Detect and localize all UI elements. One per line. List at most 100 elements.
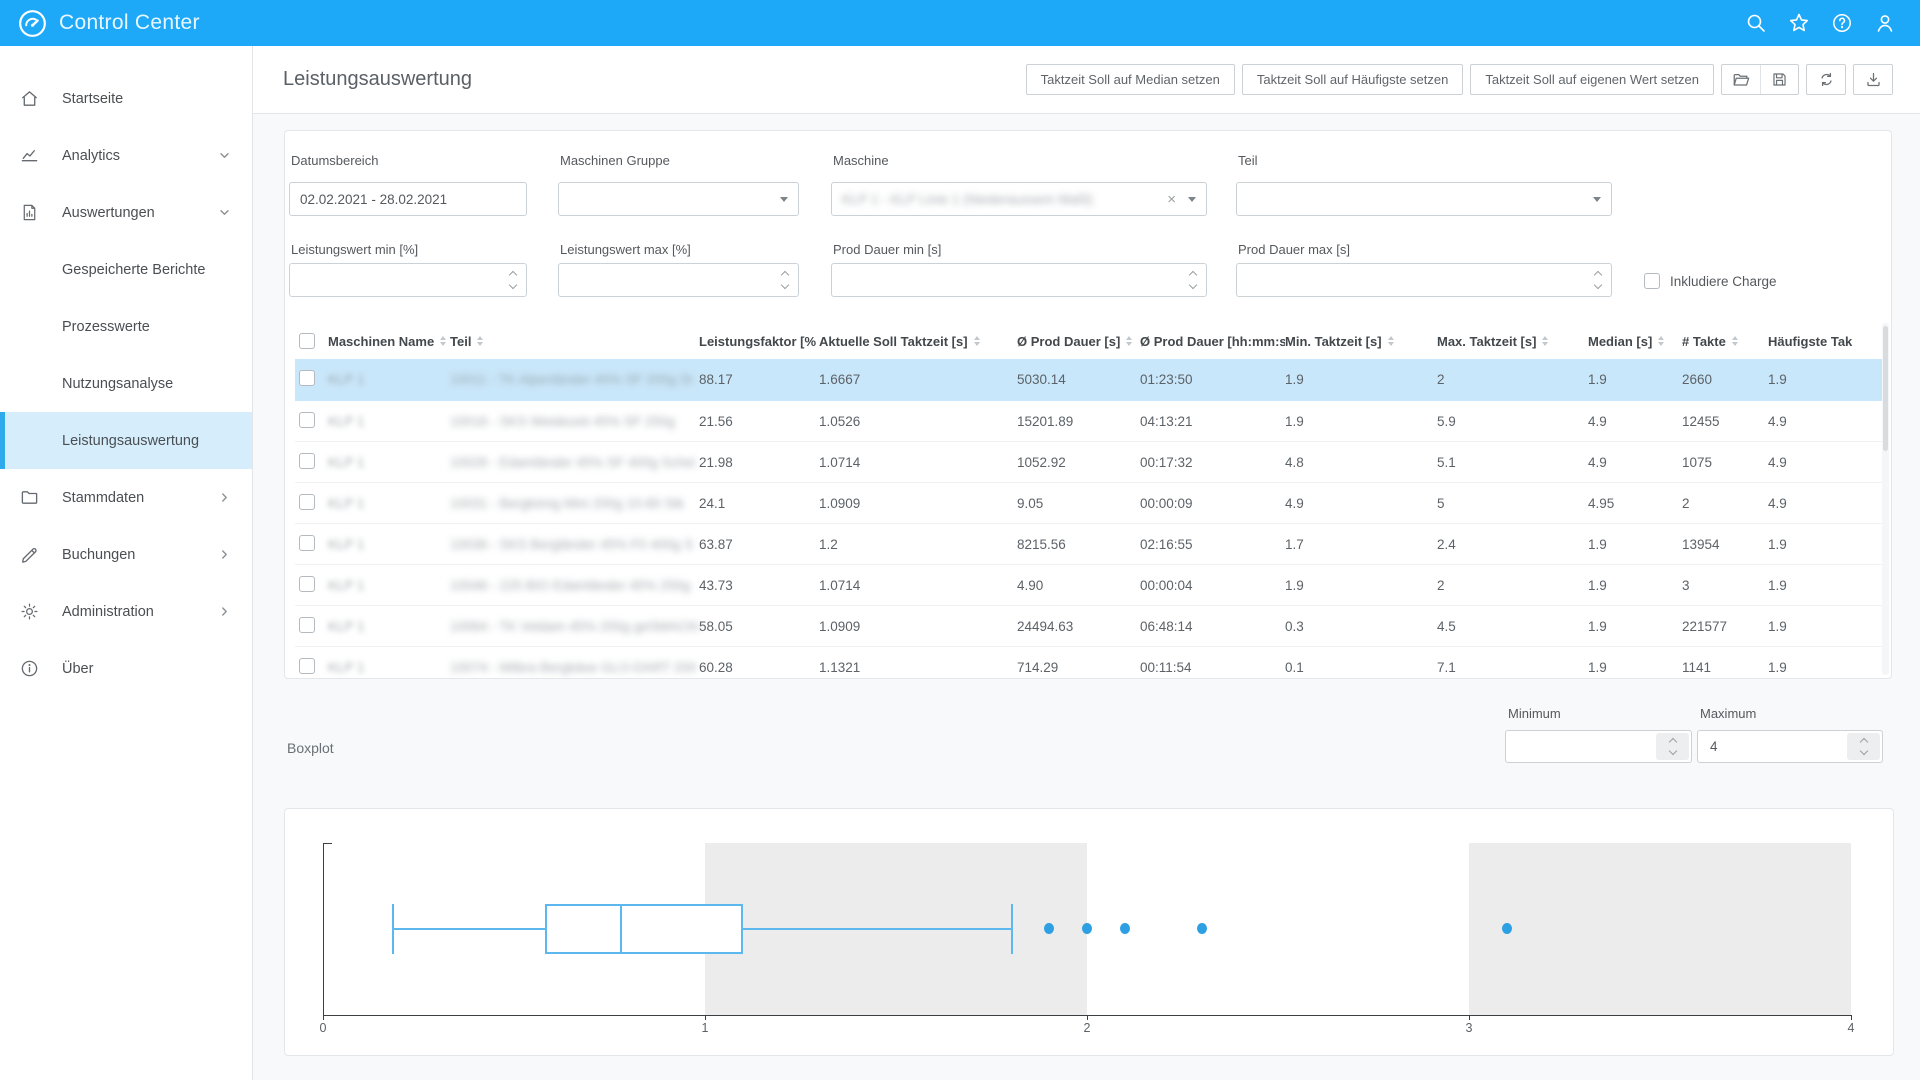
- sidebar-item-analytics[interactable]: Analytics: [0, 127, 252, 184]
- leistungswert-max-label: Leistungswert max [%]: [560, 242, 691, 257]
- cell-median: 1.9: [1588, 618, 1607, 634]
- sidebar-item-buchungen[interactable]: Buchungen: [0, 526, 252, 583]
- maschine-select[interactable]: KLP 1 - KLP Linie 1 (Niederaussem Maßl) …: [831, 182, 1207, 216]
- table-row[interactable]: KLP 1 10016 - SKS Weidezeit 45% SF 250g 21…: [295, 400, 1883, 441]
- inkludiere-charge-checkbox[interactable]: [1644, 273, 1660, 289]
- topbar-icons: [1744, 12, 1902, 35]
- cell-soll-taktzeit: 1.2: [819, 536, 838, 552]
- table-row[interactable]: KLP 1 10036 - SKS Bergländer 45% F0 400g …: [295, 523, 1883, 564]
- star-icon[interactable]: [1787, 12, 1810, 35]
- number-spinner[interactable]: [780, 270, 790, 290]
- cell-min-taktzeit: 1.9: [1285, 413, 1304, 429]
- minimum-input[interactable]: [1505, 730, 1692, 763]
- sidebar-item-auswertungen[interactable]: Auswertungen: [0, 184, 252, 241]
- select-all-checkbox[interactable]: [299, 333, 315, 349]
- table-row[interactable]: KLP 1 10026 - Edamländer 45% SF 400g Sche…: [295, 441, 1883, 482]
- row-checkbox-cell: [295, 616, 328, 636]
- row-checkbox[interactable]: [299, 411, 315, 428]
- table-row[interactable]: KLP 1 10011 - TK Alpenländer 45% SF 200g …: [295, 359, 1883, 400]
- x-tick-label: 0: [319, 1021, 327, 1035]
- column-header[interactable]: Max. Taktzeit [s]: [1437, 334, 1588, 349]
- leistungswert-min-input[interactable]: [289, 263, 527, 297]
- user-icon[interactable]: [1873, 12, 1896, 35]
- table-row[interactable]: KLP 1 10074 - Milbra Bergkäse GLO-DART 20…: [295, 646, 1883, 678]
- column-header[interactable]: Maschinen Name: [328, 334, 450, 349]
- cell-maschinen-name: KLP 1: [328, 413, 365, 429]
- row-checkbox[interactable]: [299, 452, 315, 469]
- number-spinner[interactable]: [1847, 733, 1880, 760]
- table-row[interactable]: KLP 1 10031 - Bergkönig Mini 200g 10-80 S…: [295, 482, 1883, 523]
- save-icon[interactable]: [1760, 65, 1798, 94]
- refresh-icon[interactable]: [1807, 65, 1845, 94]
- leistungswert-max-input[interactable]: [558, 263, 799, 297]
- row-checkbox[interactable]: [299, 534, 315, 551]
- maximum-input[interactable]: 4: [1697, 730, 1883, 763]
- cell-max-taktzeit: 5.1: [1437, 454, 1456, 470]
- sidebar-item-ueber[interactable]: Über: [0, 640, 252, 697]
- datumsbereich-input[interactable]: 02.02.2021 - 28.02.2021: [289, 182, 527, 216]
- column-header[interactable]: Teil: [450, 334, 699, 349]
- column-header-label: Häufigste Tak: [1768, 333, 1853, 349]
- column-header[interactable]: Median [s]: [1588, 334, 1682, 349]
- sidebar-item-administration[interactable]: Administration: [0, 583, 252, 640]
- set-takt-haeufigste-button[interactable]: Taktzeit Soll auf Häufigste setzen: [1241, 64, 1464, 95]
- number-spinner[interactable]: [1593, 270, 1603, 290]
- row-checkbox[interactable]: [299, 616, 315, 633]
- cell-min-taktzeit: 1.9: [1285, 372, 1304, 387]
- outlier-point: [1502, 923, 1513, 934]
- sort-icon: [1731, 336, 1738, 346]
- row-checkbox[interactable]: [299, 657, 315, 674]
- sidebar-item-gespeicherte-berichte[interactable]: Gespeicherte Berichte: [0, 241, 252, 298]
- cell-prod-dauer-hms: 01:23:50: [1140, 372, 1193, 387]
- number-spinner[interactable]: [1188, 270, 1198, 290]
- column-header[interactable]: # Takte: [1682, 334, 1768, 349]
- column-header[interactable]: Aktuelle Soll Taktzeit [s]: [819, 334, 1017, 349]
- cell-median: 4.95: [1588, 495, 1615, 511]
- outlier-point: [1043, 923, 1054, 934]
- row-checkbox-cell: [295, 493, 328, 513]
- scrollbar-thumb[interactable]: [1883, 326, 1888, 451]
- column-header-label: Min. Taktzeit [s]: [1285, 333, 1382, 349]
- cell-haeufigste: 4.9: [1768, 413, 1787, 429]
- chevron-down-icon: [1188, 196, 1196, 202]
- maschinen-gruppe-select[interactable]: [558, 182, 799, 216]
- row-checkbox[interactable]: [299, 493, 315, 510]
- cell-maschinen-name: KLP 1: [328, 618, 365, 634]
- row-checkbox[interactable]: [299, 370, 315, 386]
- table-scrollbar[interactable]: [1882, 323, 1889, 675]
- number-spinner[interactable]: [508, 270, 518, 290]
- boxplot-section-label: Boxplot: [287, 740, 334, 756]
- prod-dauer-max-input[interactable]: [1236, 263, 1612, 297]
- column-header[interactable]: Ø Prod Dauer [hh:mm:s: [1140, 334, 1285, 349]
- maschinen-gruppe-label: Maschinen Gruppe: [560, 153, 670, 168]
- teil-select[interactable]: [1236, 182, 1612, 216]
- cell-prod-dauer-s: 5030.14: [1017, 372, 1066, 387]
- sidebar-item-leistungsauswertung[interactable]: Leistungsauswertung: [0, 412, 252, 469]
- x-tick-label: 1: [701, 1021, 709, 1035]
- search-icon[interactable]: [1744, 12, 1767, 35]
- sidebar-item-prozesswerte[interactable]: Prozesswerte: [0, 298, 252, 355]
- set-takt-eigener-wert-button[interactable]: Taktzeit Soll auf eigenen Wert setzen: [1470, 64, 1714, 95]
- column-header[interactable]: Min. Taktzeit [s]: [1285, 334, 1437, 349]
- download-icon[interactable]: [1854, 65, 1892, 94]
- set-takt-median-button[interactable]: Taktzeit Soll auf Median setzen: [1025, 64, 1235, 95]
- clear-icon[interactable]: ×: [1167, 190, 1176, 208]
- column-header[interactable]: Leistungsfaktor [%: [699, 334, 819, 349]
- column-header[interactable]: Ø Prod Dauer [s]: [1017, 334, 1140, 349]
- prod-dauer-min-input[interactable]: [831, 263, 1207, 297]
- folder-open-icon[interactable]: [1722, 65, 1760, 94]
- sidebar-item-startseite[interactable]: Startseite: [0, 70, 252, 127]
- table-row[interactable]: KLP 1 10064 - TK Veldam 45% 200g geSMACKt…: [295, 605, 1883, 646]
- column-header[interactable]: Häufigste Tak: [1768, 334, 1883, 349]
- number-spinner[interactable]: [1656, 733, 1689, 760]
- cell-prod-dauer-hms: 00:11:54: [1140, 659, 1192, 675]
- sidebar-item-label: Gespeicherte Berichte: [62, 261, 206, 278]
- table-row[interactable]: KLP 1 10046 - 225 BIO Edamländer 45% 200g…: [295, 564, 1883, 605]
- row-checkbox[interactable]: [299, 575, 315, 592]
- sidebar-item-stammdaten[interactable]: Stammdaten: [0, 469, 252, 526]
- sidebar-item-nutzungsanalyse[interactable]: Nutzungsanalyse: [0, 355, 252, 412]
- column-header-label: Leistungsfaktor [%: [699, 333, 817, 349]
- filters-and-table-card: Datumsbereich 02.02.2021 - 28.02.2021 Ma…: [284, 130, 1892, 679]
- minimum-label: Minimum: [1508, 706, 1561, 721]
- help-icon[interactable]: [1830, 12, 1853, 35]
